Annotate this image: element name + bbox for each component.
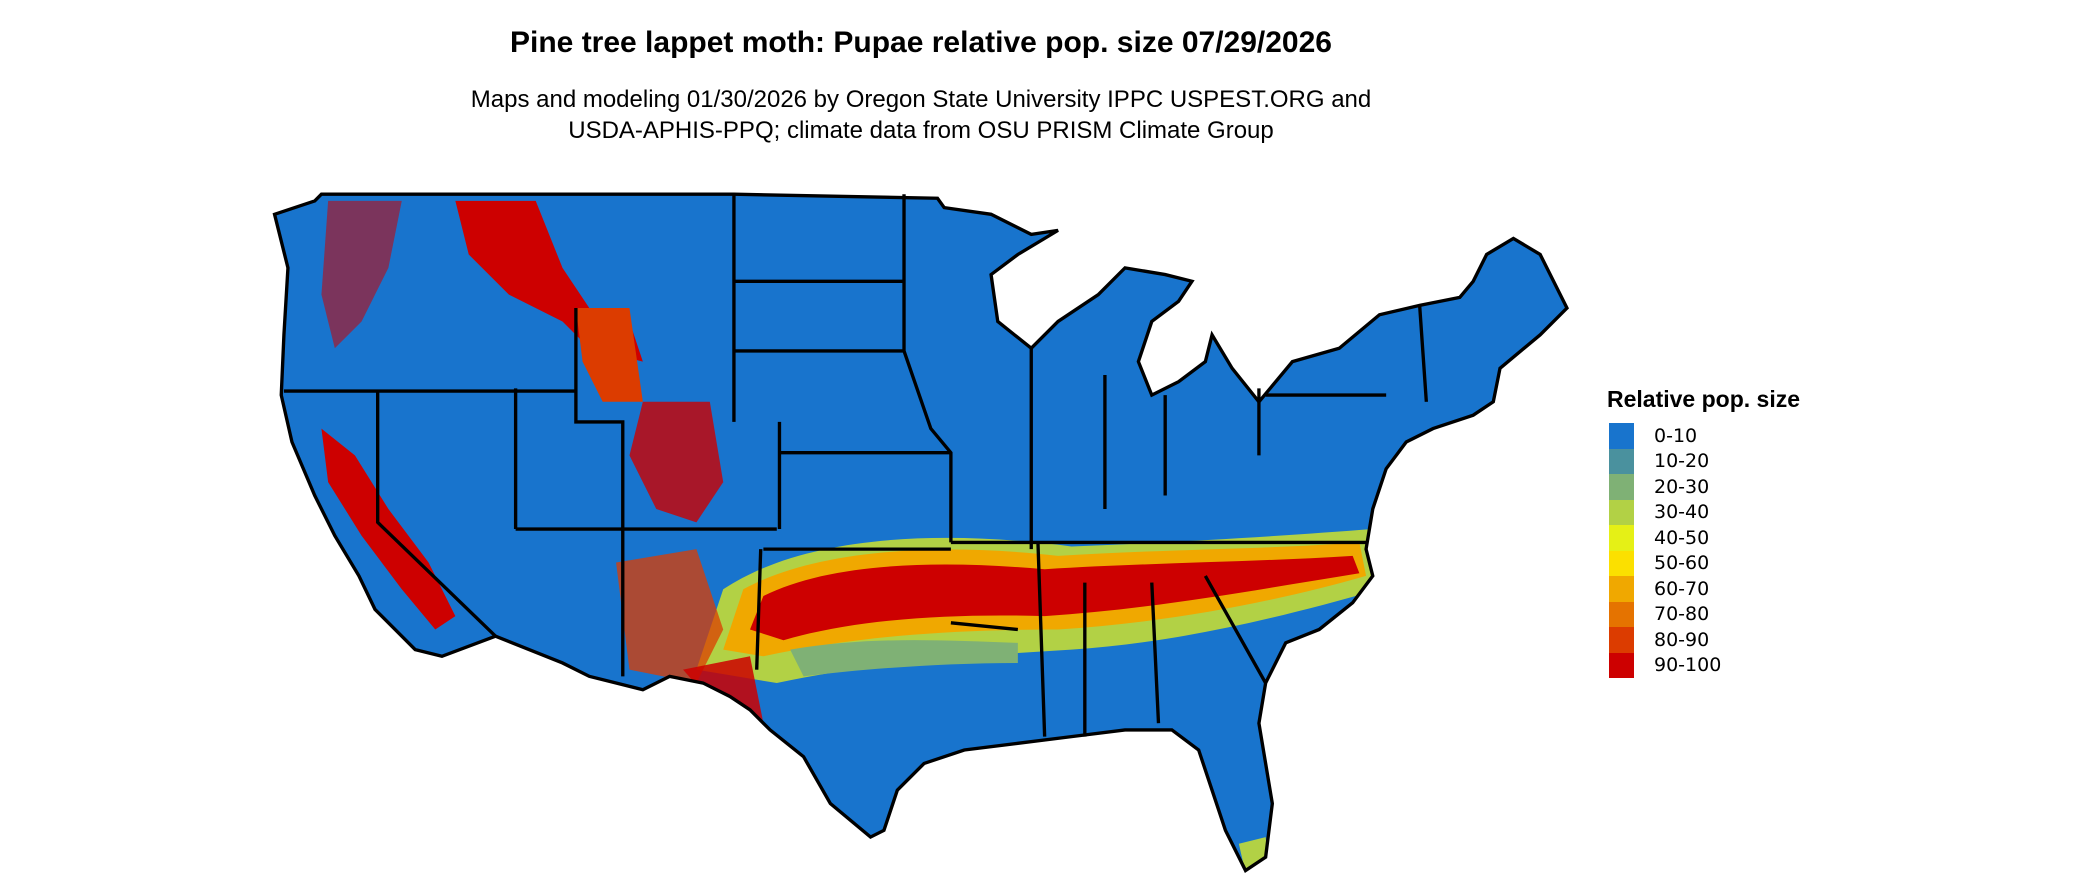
map-subtitle: Maps and modeling 01/30/2026 by Oregon S…: [0, 84, 1842, 146]
legend-item: 20-30: [1609, 474, 1800, 500]
legend-label: 0-10: [1654, 424, 1698, 447]
legend-item: 10-20: [1609, 448, 1800, 474]
legend-label: 20-30: [1654, 475, 1710, 498]
legend-swatch: [1609, 448, 1634, 474]
legend-label: 70-80: [1654, 603, 1710, 626]
legend-label: 80-90: [1654, 628, 1710, 651]
legend-swatch: [1609, 499, 1634, 525]
band-20-30: [790, 640, 1018, 677]
legend-swatch: [1609, 550, 1634, 576]
legend-title: Relative pop. size: [1607, 386, 1801, 412]
legend-label: 50-60: [1654, 552, 1710, 575]
subtitle-line: USDA-APHIS-PPQ; climate data from OSU PR…: [568, 117, 1274, 144]
legend-swatch: [1609, 627, 1634, 653]
legend-item: 80-90: [1609, 627, 1800, 653]
legend-swatch: [1609, 423, 1634, 449]
west-colorado: [629, 401, 724, 523]
legend-item: 30-40: [1609, 499, 1800, 525]
legend-item: 70-80: [1609, 601, 1800, 627]
legend-label: 10-20: [1654, 450, 1710, 473]
legend-label: 40-50: [1654, 526, 1710, 549]
west-nm: [616, 549, 724, 684]
legend-swatch: [1609, 576, 1634, 602]
legend-swatch: [1609, 525, 1634, 551]
state-borders: [272, 192, 1569, 873]
legend-swatch: [1609, 601, 1634, 627]
west-90-100: [321, 428, 456, 630]
legend-label: 90-100: [1654, 654, 1722, 677]
legend-item: 60-70: [1609, 576, 1800, 602]
legend-item: 90-100: [1609, 652, 1800, 678]
legend: Relative pop. size 0-10 10-20 20-30 30-40 40…: [1607, 386, 1801, 678]
legend-label: 30-40: [1654, 501, 1710, 524]
legend-item: 0-10: [1609, 423, 1800, 449]
west-cascades: [321, 200, 402, 349]
legend-item: 40-50: [1609, 525, 1800, 551]
map-title: Pine tree lappet moth: Pupae relative po…: [510, 26, 1332, 59]
west-70-80: [575, 308, 643, 402]
legend-label: 60-70: [1654, 577, 1710, 600]
subtitle-line: Maps and modeling 01/30/2026 by Oregon S…: [470, 86, 1372, 113]
legend-swatch: [1609, 474, 1634, 500]
legend-item: 50-60: [1609, 550, 1800, 576]
legend-items: 0-10 10-20 20-30 30-40 40-50 50-60 60-70 70-80 8…: [1609, 423, 1800, 678]
legend-swatch: [1609, 652, 1634, 678]
